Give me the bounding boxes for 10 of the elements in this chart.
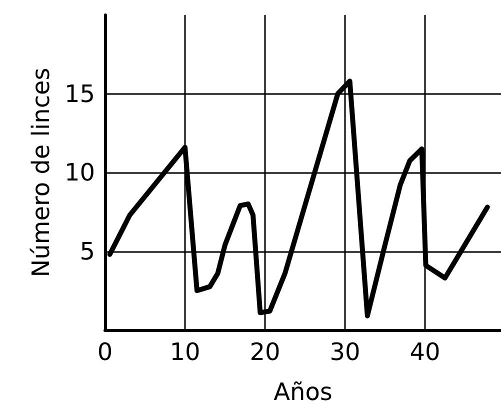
x-tick-label: 0	[97, 338, 113, 366]
y-tick-label: 10	[64, 158, 95, 186]
y-axis-title: Número de linces	[27, 68, 55, 278]
x-axis-title: Años	[274, 378, 332, 406]
y-tick-label: 15	[64, 80, 95, 108]
x-tick-label: 10	[170, 338, 200, 366]
x-tick-label: 40	[410, 338, 440, 366]
y-tick-label: 5	[80, 237, 95, 266]
x-tick-label: 20	[250, 338, 280, 366]
x-tick-label: 30	[330, 338, 360, 366]
